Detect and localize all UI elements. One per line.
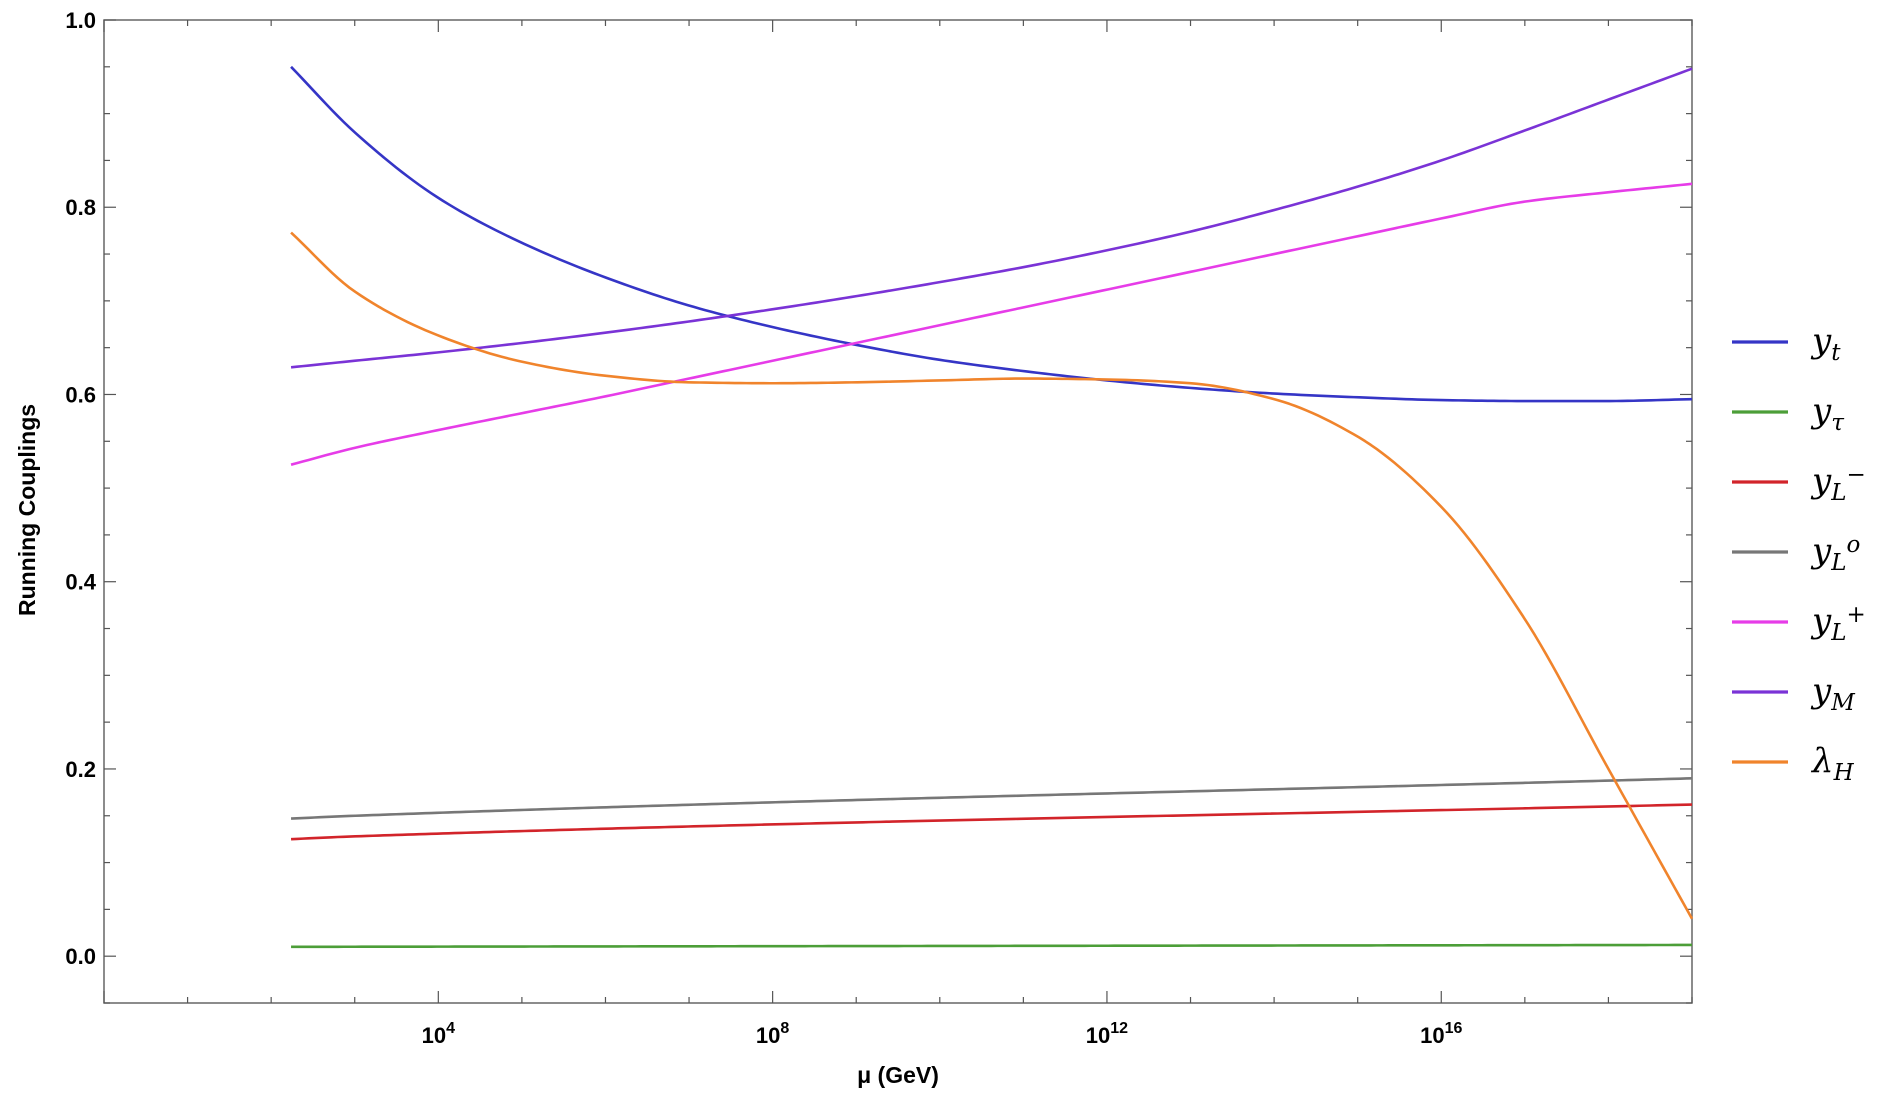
series-lines <box>290 65 1694 949</box>
series-line-6 <box>290 231 1694 920</box>
plot-frame <box>103 19 1693 1004</box>
x-tick-label: 104 <box>422 1020 455 1048</box>
x-tick-label: 1012 <box>1086 1020 1128 1048</box>
x-axis-title: μ (GeV) <box>857 1062 939 1088</box>
legend: yt yτ yL− yLo yL+ yM λH <box>1732 321 1866 786</box>
axis-ticks <box>103 19 1693 1004</box>
legend-label-4: yL+ <box>1810 601 1866 646</box>
legend-label-5: yM <box>1810 671 1856 716</box>
x-tick-label: 108 <box>756 1020 789 1048</box>
series-line-3 <box>290 777 1693 820</box>
series-line-2 <box>290 803 1693 841</box>
y-tick-label: 0.2 <box>65 757 96 782</box>
y-tick-label: 0.8 <box>65 195 96 220</box>
series-line-4 <box>290 182 1693 466</box>
legend-label-6: λH <box>1810 741 1855 786</box>
tick-labels: 0.0 0.2 0.4 0.6 0.8 1.0 104 108 1012 1016 <box>65 8 1462 1048</box>
series-line-0 <box>290 65 1693 403</box>
legend-label-0: yt <box>1810 321 1841 366</box>
x-tick-label: 1016 <box>1420 1020 1462 1048</box>
legend-label-2: yL− <box>1810 461 1866 506</box>
y-tick-label: 1.0 <box>65 8 96 33</box>
legend-label-3: yLo <box>1810 531 1860 576</box>
y-tick-label: 0.6 <box>65 382 96 407</box>
y-axis-title: Running Couplings <box>14 404 40 616</box>
y-tick-label: 0.0 <box>65 944 96 969</box>
y-tick-label: 0.4 <box>65 570 96 595</box>
series-line-5 <box>290 67 1693 369</box>
legend-label-1: yτ <box>1810 391 1845 436</box>
series-line-1 <box>291 943 1692 949</box>
